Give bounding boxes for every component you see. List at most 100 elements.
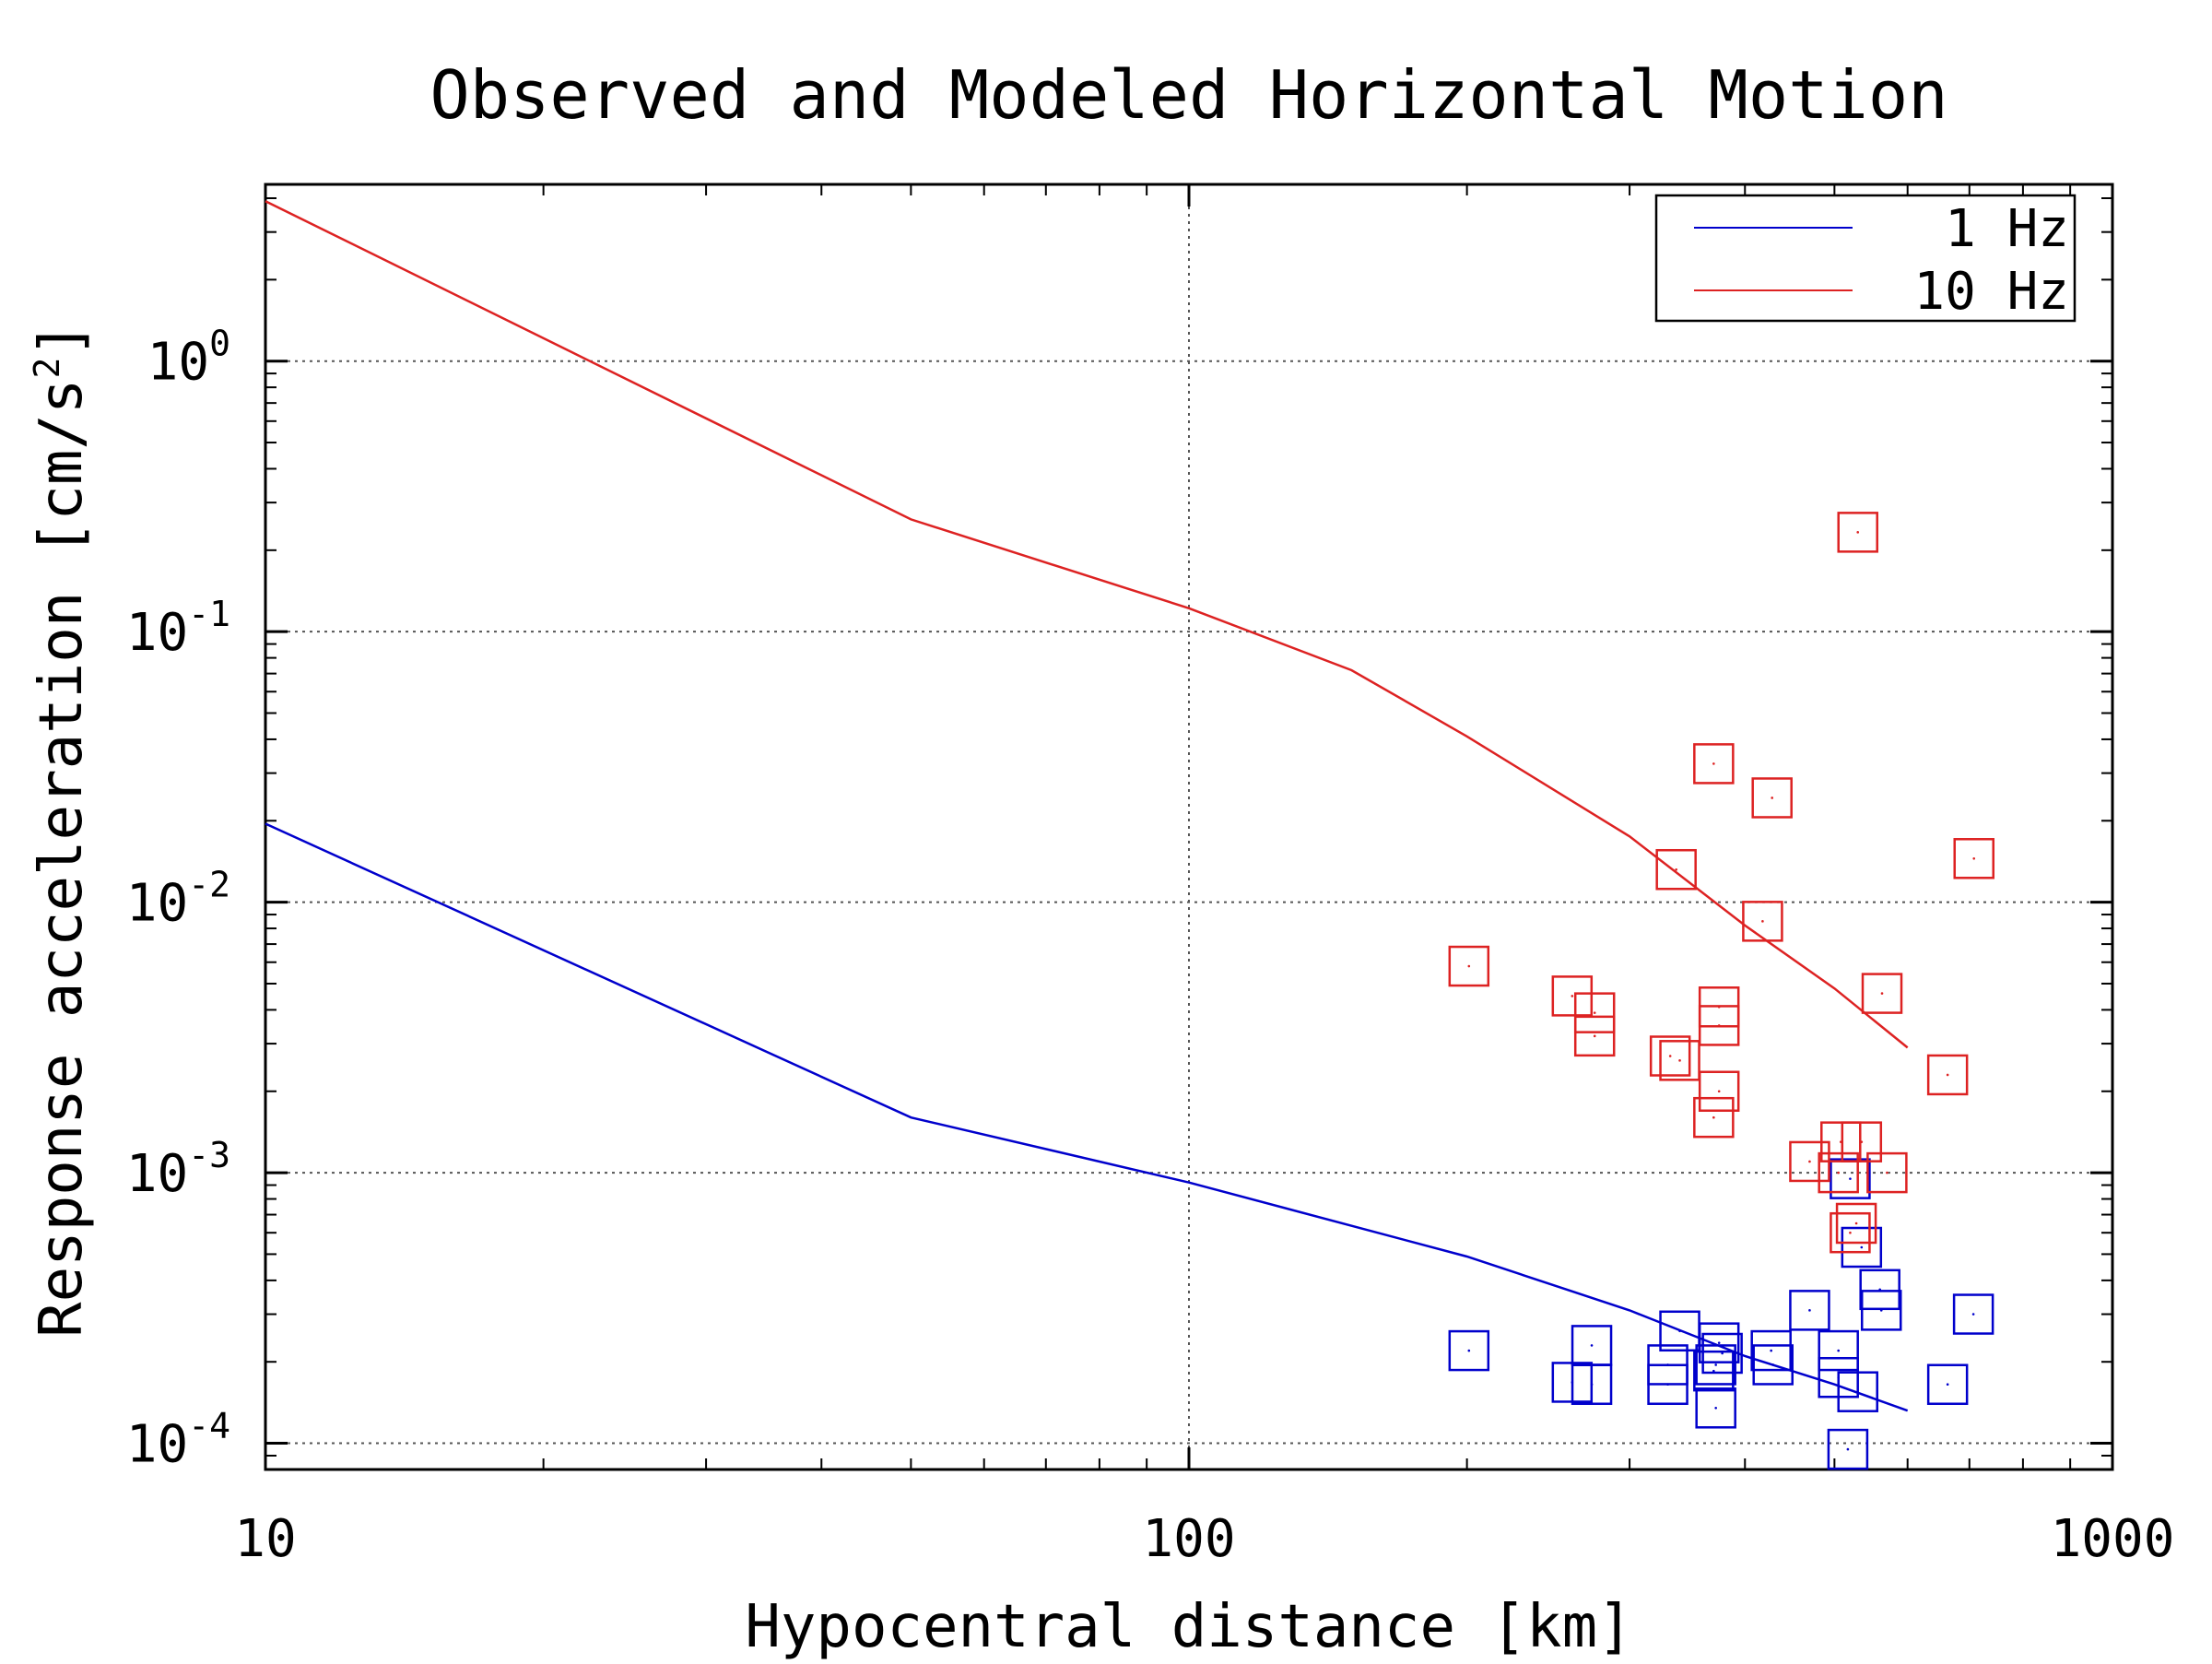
observed-point-center-10hz xyxy=(1717,1024,1721,1027)
legend-box xyxy=(1654,194,2077,323)
observed-point-10hz xyxy=(1698,1070,1740,1113)
observed-point-1hz xyxy=(1827,1428,1869,1470)
y-axis-label-suffix: ] xyxy=(28,322,96,358)
x-tick-label: 100 xyxy=(1142,1509,1235,1569)
observed-point-10hz xyxy=(1818,1151,1859,1194)
observed-point-center-10hz xyxy=(1712,1115,1715,1119)
observed-point-center-10hz xyxy=(1761,920,1764,923)
y-tick-label: 10-2 xyxy=(126,865,230,934)
observed-point-center-1hz xyxy=(1846,1447,1850,1451)
model-line-10hz xyxy=(265,200,1909,1049)
series-layer xyxy=(265,200,1994,1470)
y-axis-label-main: Response acceleration [cm/s xyxy=(28,379,96,1338)
observed-point-center-10hz xyxy=(1712,762,1715,765)
observed-point-center-10hz xyxy=(1886,1171,1888,1174)
observed-point-center-10hz xyxy=(1571,995,1574,997)
observed-point-1hz xyxy=(1695,1344,1736,1386)
observed-point-10hz xyxy=(1693,1096,1735,1139)
observed-point-1hz xyxy=(1837,1371,1878,1412)
observed-point-1hz xyxy=(1830,1158,1871,1199)
y-tick-label: 10-3 xyxy=(126,1135,230,1204)
observed-point-10hz xyxy=(1573,1015,1616,1057)
observed-point-center-10hz xyxy=(1856,531,1860,534)
observed-point-10hz xyxy=(1837,512,1878,553)
observed-point-center-10hz xyxy=(1668,1055,1672,1057)
observed-point-center-1hz xyxy=(1678,1329,1681,1333)
y-tick-base: 10 xyxy=(126,1415,188,1475)
observed-point-1hz xyxy=(1860,1290,1902,1331)
y-tick-label: 10-4 xyxy=(126,1406,230,1475)
observed-point-center-1hz xyxy=(1849,1177,1852,1180)
observed-point-10hz xyxy=(1698,1005,1740,1046)
x-axis-label: Hypocentral distance [km] xyxy=(745,1593,1632,1659)
observed-point-center-10hz xyxy=(1972,856,1976,860)
observed-point-10hz xyxy=(1551,975,1594,1017)
observed-point-1hz xyxy=(1841,1226,1883,1269)
observed-point-center-1hz xyxy=(1590,1383,1594,1387)
y-tick-base: 10 xyxy=(126,1144,188,1204)
observed-point-center-1hz xyxy=(1771,1363,1775,1366)
observed-point-center-10hz xyxy=(1849,1231,1852,1234)
observed-point-center-10hz xyxy=(1467,964,1471,968)
legend-label-10hz: 10 Hz xyxy=(1913,262,2069,322)
grid-lines xyxy=(265,184,2112,1469)
observed-point-10hz xyxy=(1926,1054,1969,1096)
observed-point-10hz xyxy=(1830,1211,1871,1254)
observed-point-center-10hz xyxy=(1808,1160,1811,1163)
x-tick-label: 10 xyxy=(234,1509,296,1569)
y-tick-base: 10 xyxy=(126,603,188,663)
observed-point-10hz xyxy=(1742,901,1783,942)
observed-point-10hz xyxy=(1953,838,1994,879)
chart-title: Observed and Modeled Horizontal Motion xyxy=(429,56,1947,134)
y-axis-label-superscript: 2 xyxy=(27,358,67,379)
observed-point-10hz xyxy=(1448,945,1490,987)
observed-point-10hz xyxy=(1693,743,1735,785)
observed-point-1hz xyxy=(1448,1329,1490,1372)
y-tick-exponent: -3 xyxy=(188,1135,230,1175)
y-tick-exponent: -2 xyxy=(188,865,230,905)
observed-point-center-1hz xyxy=(1856,1390,1860,1394)
legend-label-1hz: 1 Hz xyxy=(1945,199,2069,259)
observed-point-center-10hz xyxy=(1717,1090,1721,1093)
y-tick-base: 10 xyxy=(126,874,188,934)
x-tick-label: 1000 xyxy=(2051,1509,2175,1569)
observed-point-center-1hz xyxy=(1590,1344,1594,1347)
observed-point-center-1hz xyxy=(1971,1313,1975,1316)
observed-point-center-10hz xyxy=(1880,992,1884,995)
y-tick-exponent: 0 xyxy=(209,324,230,364)
observed-point-center-1hz xyxy=(1714,1407,1717,1410)
observed-point-10hz xyxy=(1835,1202,1877,1245)
observed-point-center-1hz xyxy=(1879,1309,1883,1312)
observed-point-1hz xyxy=(1859,1269,1900,1311)
observed-point-10hz xyxy=(1861,973,1903,1014)
observed-point-center-10hz xyxy=(1854,1221,1858,1225)
observed-point-center-10hz xyxy=(1860,1140,1864,1143)
observed-point-center-10hz xyxy=(1771,797,1774,799)
observed-point-10hz xyxy=(1659,1040,1700,1081)
observed-point-1hz xyxy=(1752,1344,1794,1386)
observed-point-10hz xyxy=(1820,1121,1862,1162)
observed-point-center-1hz xyxy=(1721,1351,1724,1355)
y-tick-label: 10-1 xyxy=(126,594,230,663)
series-10hz xyxy=(265,200,1994,1254)
observed-point-1hz xyxy=(1695,1387,1736,1429)
observed-point-center-10hz xyxy=(1946,1073,1949,1077)
observed-point-center-10hz xyxy=(1675,867,1677,871)
observed-point-center-1hz xyxy=(1808,1309,1811,1312)
observed-point-center-10hz xyxy=(1837,1171,1840,1174)
y-tick-base: 10 xyxy=(147,333,209,393)
legend: 1 Hz 10 Hz xyxy=(1654,194,2077,323)
observed-point-center-1hz xyxy=(1714,1363,1717,1366)
minor-ticks xyxy=(264,184,2114,1469)
observed-point-10hz xyxy=(1841,1121,1883,1162)
observed-point-1hz xyxy=(1701,1332,1743,1375)
observed-point-1hz xyxy=(1693,1350,1735,1392)
observed-point-10hz xyxy=(1751,777,1793,819)
observed-point-10hz xyxy=(1573,992,1616,1033)
y-tick-label: 100 xyxy=(147,324,230,393)
y-tick-exponent: -4 xyxy=(188,1406,230,1446)
observed-point-10hz xyxy=(1655,848,1697,891)
observed-point-center-1hz xyxy=(1666,1383,1669,1387)
observed-point-center-1hz xyxy=(1837,1349,1840,1352)
